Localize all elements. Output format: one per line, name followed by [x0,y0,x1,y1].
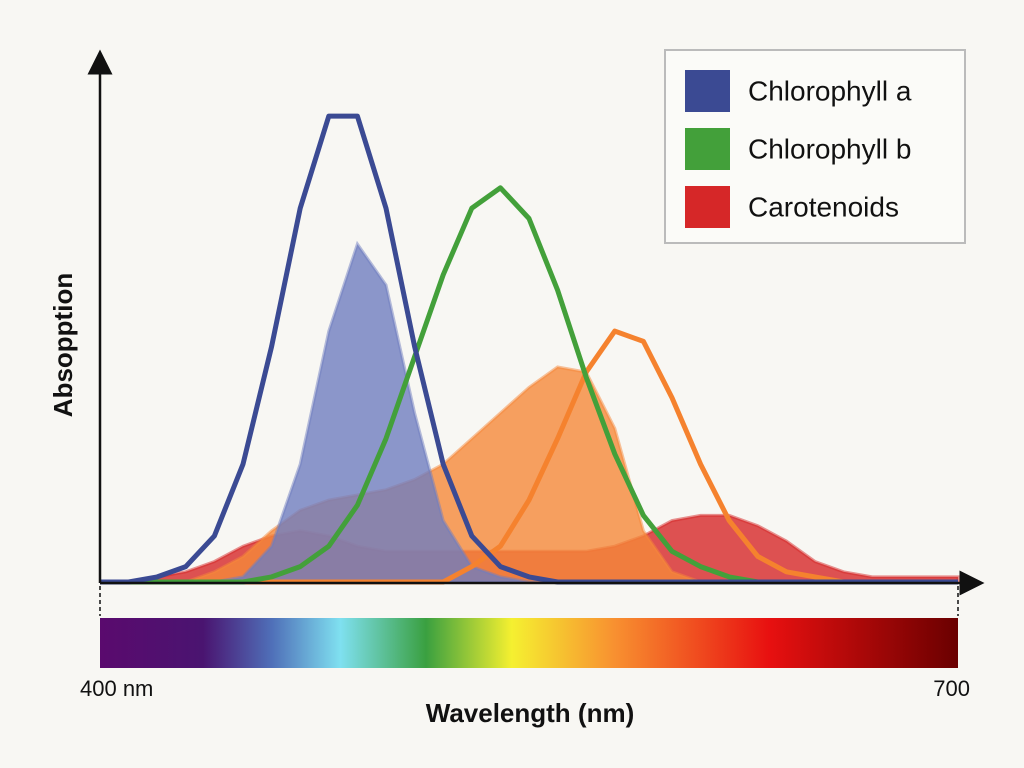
area [100,365,958,584]
legend-label: Chlorophyll b [748,133,911,164]
legend-swatch [685,186,730,228]
legend-label: Chlorophyll a [748,75,912,106]
y-axis-title: Absopption [48,273,78,417]
x-tick-label: 700 [933,676,970,701]
legend-swatch [685,70,730,112]
x-tick-label: 400 nm [80,676,153,701]
legend-label: Carotenoids [748,191,899,222]
legend-swatch [685,128,730,170]
spectrum-bar [100,618,958,668]
legend: Chlorophyll a Chlorophyll b Carotenoids [685,70,912,228]
x-axis-title: Wavelength (nm) [426,698,634,728]
